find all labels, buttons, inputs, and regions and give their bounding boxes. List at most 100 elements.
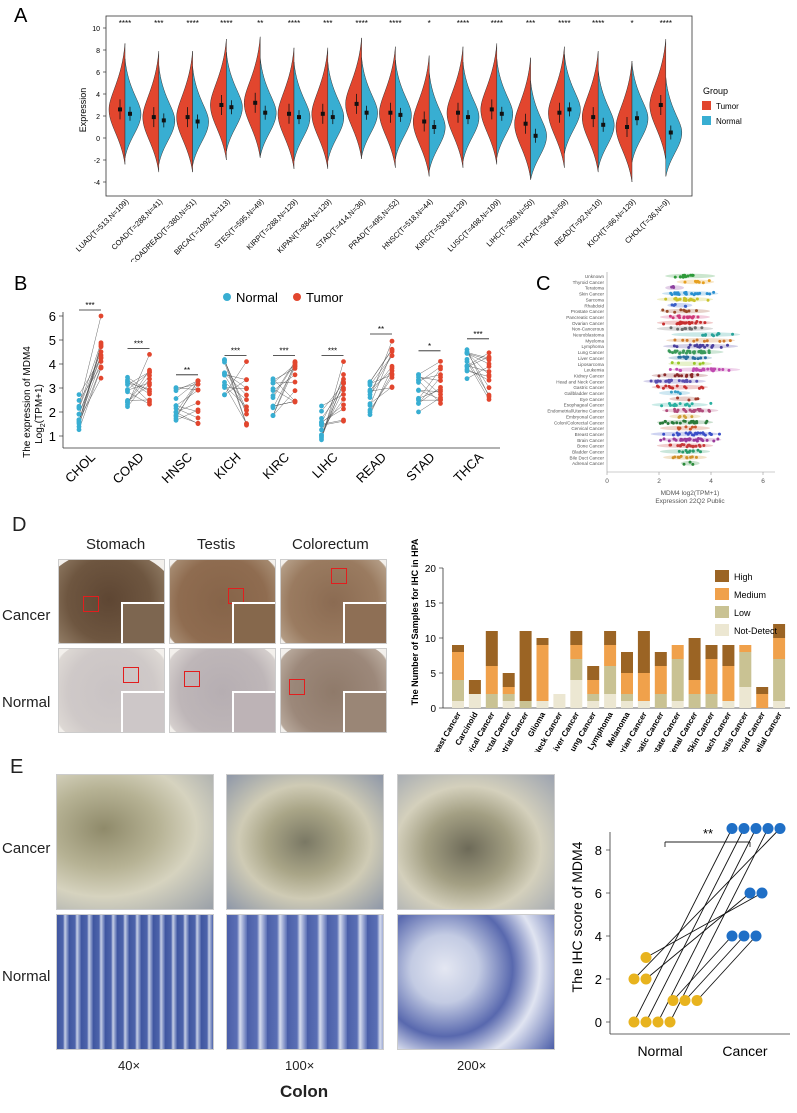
sig-stars: *** [134, 339, 143, 348]
dot-tumor [438, 378, 443, 384]
roi-marker [331, 568, 347, 584]
cell-line-dot [672, 437, 676, 441]
zoom-inset [121, 602, 164, 643]
cell-line-dot [690, 372, 694, 376]
row-label-cancer: Cancer [2, 840, 51, 857]
bar-segment-medium [536, 645, 549, 701]
cell-line-dot [696, 448, 700, 452]
cell-line-dot [668, 385, 672, 389]
pair-line [684, 935, 745, 1001]
histology-cancer-200x [397, 774, 555, 910]
dot-normal [367, 381, 373, 387]
cell-line-dot [684, 386, 688, 390]
violin-normal [327, 62, 345, 162]
violin-normal [395, 59, 412, 159]
cell-line-dot [691, 462, 695, 466]
ihc-image-testis-cancer [169, 559, 276, 644]
cell-line-dot [664, 297, 668, 301]
legend-swatch-normal [702, 116, 711, 125]
dot-tumor [244, 397, 249, 403]
cell-line-row: Cervical Cancer [571, 425, 710, 431]
zoom-inset [343, 602, 386, 643]
dot-normal [464, 347, 470, 353]
cell-line-dot [705, 343, 709, 347]
cell-line-dot [688, 351, 692, 355]
violin-tumor [379, 46, 396, 168]
cell-line-dot [663, 373, 667, 377]
roi-marker [123, 667, 139, 683]
bar-segment-low [654, 694, 667, 708]
ytick-label: 5 [49, 333, 56, 348]
cell-line-dot [693, 292, 697, 296]
dot-normal [628, 1016, 640, 1028]
violin-group: **** [446, 19, 480, 168]
ytick-label: 6 [96, 70, 100, 77]
cell-line-dot [706, 367, 710, 371]
dot-tumor [486, 354, 492, 360]
sig-stars: *** [473, 330, 482, 339]
dot-normal [652, 1016, 664, 1028]
sig-stars: *** [85, 301, 94, 310]
cell-line-dot [673, 407, 677, 411]
cell-line-dot [700, 326, 704, 330]
cell-line-row: Pancreatic Cancer [566, 314, 710, 320]
cell-line-dot [701, 439, 705, 443]
panel-b-legend: Normal Tumor [223, 290, 344, 305]
bar-segment-low [604, 666, 617, 694]
cell-line-dot [663, 420, 667, 424]
dot-normal [367, 387, 373, 393]
paired-group: *** LIHC [309, 347, 346, 481]
cell-line-dot [696, 279, 700, 283]
bar-segment-not-detect [536, 701, 549, 708]
ytick-label: 10 [425, 634, 437, 645]
paired-group: *** KIRC [260, 347, 298, 482]
cell-line-dot [678, 351, 682, 355]
cell-line-row: Esophageal Cancer [564, 401, 713, 408]
sig-stars: **** [660, 19, 672, 28]
dot-normal [319, 432, 324, 438]
cell-line-dot [684, 415, 688, 419]
paired-group: ** READ [353, 325, 395, 486]
cell-line-dot [662, 322, 666, 326]
dot-tumor [147, 373, 152, 378]
cell-line-dot [686, 274, 690, 278]
cell-line-dot [681, 450, 685, 454]
bar-segment-high [570, 631, 583, 645]
cell-line-dot [676, 390, 680, 394]
zoom-inset [232, 691, 275, 732]
dot-normal [416, 401, 421, 406]
xcat-normal: Normal [637, 1043, 682, 1059]
sig-stars: ** [184, 366, 190, 375]
cell-line-dot [673, 338, 677, 342]
cell-line-dot [717, 367, 721, 371]
cell-line-dot [705, 292, 709, 296]
mean-tumor [523, 121, 528, 126]
bar-segment-not-detect [637, 701, 650, 708]
cell-line-row: Prostate Cancer [571, 308, 710, 314]
cell-line-dot [679, 308, 683, 312]
mean-normal [128, 111, 132, 116]
cell-line-dot [696, 357, 700, 361]
bar-segment-low [587, 694, 600, 701]
mean-normal [499, 111, 504, 116]
dot-normal [76, 411, 82, 417]
dot-tumor [244, 404, 249, 410]
dot-tumor [292, 363, 298, 369]
cell-line-dot [686, 432, 690, 436]
cell-line-dot [698, 362, 702, 366]
cell-line-dot [701, 333, 705, 337]
violin-group: **** [649, 19, 683, 177]
violin-group: **** [210, 19, 243, 161]
cell-line-dot [656, 379, 660, 383]
dot-normal [76, 397, 82, 403]
cell-line-dot [703, 356, 707, 360]
violin-group: *** [311, 19, 345, 169]
cell-line-dot [688, 427, 692, 431]
ytick-label: 6 [595, 886, 602, 901]
cell-line-dot [721, 368, 725, 372]
cell-line-dot [705, 438, 709, 442]
cell-line-dot [678, 355, 682, 359]
cell-line-row: Bladder Cancer [572, 448, 710, 455]
cell-line-dot [699, 356, 703, 360]
violin-normal [631, 63, 649, 163]
